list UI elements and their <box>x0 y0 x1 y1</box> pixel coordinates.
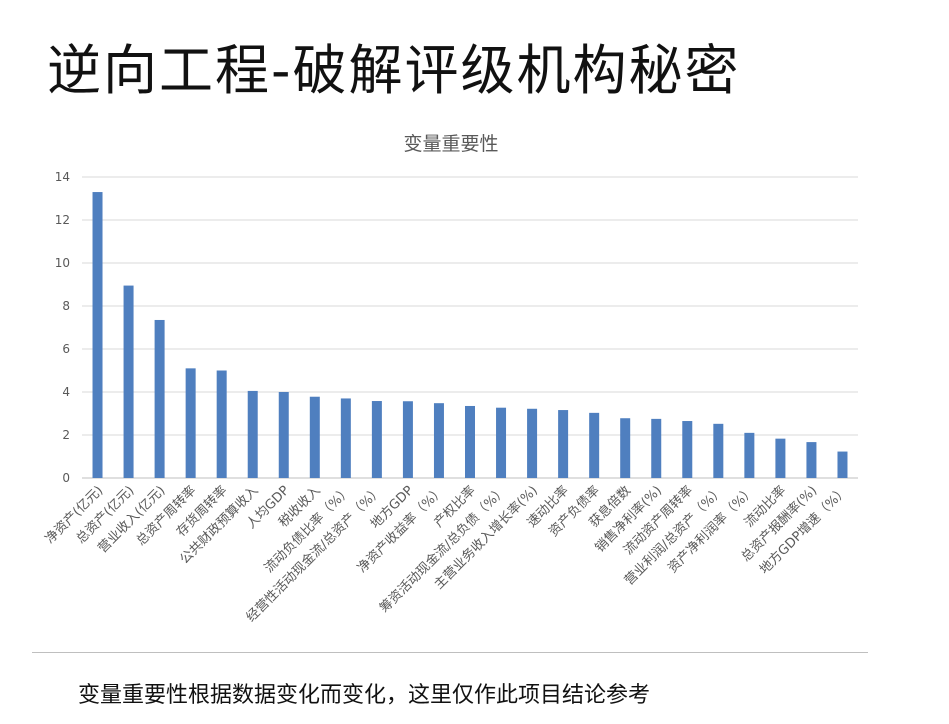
y-tick-label: 0 <box>62 471 70 485</box>
y-tick-label: 8 <box>62 299 70 313</box>
footer-divider <box>32 652 868 653</box>
y-tick-label: 14 <box>55 170 70 184</box>
variable-importance-chart: 变量重要性 0 2 4 6 8 10 12 14 净资产(亿元)总资产(亿元)营业收入(亿元)… <box>43 133 858 625</box>
bar <box>496 407 507 478</box>
bar <box>309 396 320 478</box>
chart-title: 变量重要性 <box>403 133 498 155</box>
bar <box>527 408 538 478</box>
slide-title: 逆向工程-破解评级机构秘密 <box>47 39 741 102</box>
y-tick-label: 4 <box>62 385 70 399</box>
caption: 变量重要性根据数据变化而变化，这里仅作此项目结论参考 <box>78 683 651 708</box>
bar <box>775 438 786 478</box>
y-tick-label: 12 <box>55 213 70 227</box>
bar <box>682 421 693 478</box>
bar <box>589 412 600 478</box>
bars <box>92 192 848 479</box>
y-tick-label: 6 <box>62 342 70 356</box>
bar <box>713 423 724 478</box>
bar <box>278 392 289 478</box>
bar <box>806 442 817 478</box>
bar <box>92 192 103 479</box>
bar <box>123 285 134 478</box>
bar <box>433 403 444 478</box>
x-axis-labels: 净资产(亿元)总资产(亿元)营业收入(亿元)总资产周转率存货周转率公共财政预算收… <box>43 482 852 625</box>
bar <box>402 401 413 478</box>
y-axis-ticks: 0 2 4 6 8 10 12 14 <box>55 170 70 485</box>
bar <box>247 390 258 478</box>
bar <box>651 418 662 478</box>
y-tick-label: 10 <box>55 256 70 270</box>
bar <box>620 418 631 478</box>
bar <box>371 401 382 478</box>
bar <box>185 368 196 478</box>
bar <box>340 398 351 478</box>
bar <box>837 451 848 478</box>
bar <box>744 432 755 478</box>
y-tick-label: 2 <box>62 428 70 442</box>
bar <box>216 370 227 478</box>
bar <box>154 319 165 478</box>
bar <box>465 405 475 478</box>
bar <box>558 410 569 478</box>
